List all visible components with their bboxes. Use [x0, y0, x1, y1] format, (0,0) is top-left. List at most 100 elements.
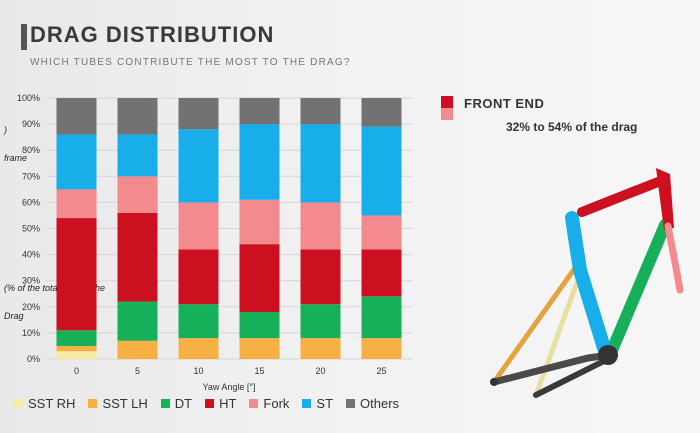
seat-stay-left — [491, 265, 578, 385]
legend-item-others: Others — [346, 396, 399, 411]
legend-label: ST — [316, 396, 334, 411]
legend-swatch — [205, 399, 215, 408]
x-axis-label: Yaw Angle [°] — [203, 382, 256, 392]
x-tick-label: 5 — [135, 366, 140, 376]
bar-segment-sst-lh — [56, 345, 97, 352]
y-tick-label: 80% — [22, 145, 40, 155]
chart-subtitle: WHICH TUBES CONTRIBUTE THE MOST TO THE D… — [30, 57, 351, 68]
front-end-drag-share: 32% to 54% of the drag — [506, 120, 638, 134]
y-tick-label: 30% — [22, 276, 40, 286]
legend-swatch — [249, 399, 259, 408]
x-tick-label: 15 — [254, 366, 264, 376]
legend-label: SST RH — [28, 396, 76, 411]
x-tick-label: 0 — [74, 366, 79, 376]
legend-label: HT — [219, 396, 237, 411]
y-axis-label-line-3: (% of the total drag of the — [4, 283, 106, 293]
legend-item-fork: Fork — [249, 396, 289, 411]
bar-segment-ht — [239, 244, 280, 313]
bar-segment-others — [239, 98, 280, 125]
bar-segment-others — [56, 98, 97, 135]
bar-segment-st — [178, 129, 219, 203]
front-end-swatch-fork — [441, 108, 453, 120]
bar-segment-sst-lh — [239, 338, 280, 359]
x-tick-label: 25 — [376, 366, 386, 376]
y-tick-label: 50% — [22, 224, 40, 234]
top-tube — [577, 177, 663, 217]
legend-item-st: ST — [302, 396, 333, 411]
bar-segment-sst-lh — [178, 338, 219, 359]
y-axis-label-line-2: frame — [4, 153, 28, 163]
bar-segment-dt — [178, 304, 219, 339]
legend-label: Fork — [263, 396, 290, 411]
legend-swatch — [160, 399, 170, 408]
bar-segment-ht — [300, 249, 341, 305]
stacked-bar-chart: 0% 10% 20% 30% 40% 50% 60% 70% 80% 90% 100% 0 5 10 15 2… — [17, 93, 412, 392]
y-tick-label: 70% — [22, 171, 40, 181]
rear-dropout — [490, 378, 498, 386]
x-tick-label: 20 — [315, 366, 325, 376]
bar-segment-fork — [117, 176, 158, 213]
y-axis-label-line-4: Drag — [4, 311, 24, 321]
bar-segment-others — [300, 98, 341, 125]
bar-segment-others — [117, 98, 158, 135]
bar-segment-ht — [178, 249, 219, 305]
bar-segment-others — [178, 98, 219, 130]
y-tick-label: 100% — [17, 93, 40, 103]
legend-swatch — [88, 399, 98, 408]
bar-segment-sst-rh — [56, 351, 97, 359]
legend-label: SST LH — [102, 396, 148, 411]
down-tube — [604, 219, 671, 361]
legend-item-sst-lh: SST LH — [88, 396, 148, 411]
title-accent-bar — [21, 24, 27, 50]
legend-swatch — [346, 399, 356, 408]
legend-label: Others — [360, 396, 400, 411]
bar-segment-st — [239, 124, 280, 200]
bar-segment-sst-lh — [117, 340, 158, 359]
head-tube — [656, 168, 674, 230]
y-axis-label-line-1: ) — [4, 125, 7, 135]
chain-stay-right — [533, 355, 613, 398]
bar-segment-dt — [239, 312, 280, 339]
bar-segment-ht — [56, 218, 97, 331]
fork — [664, 222, 684, 294]
legend-item-sst-rh: SST RH — [14, 396, 75, 411]
bike-frame-illustration — [490, 168, 684, 398]
chart-title: DRAG DISTRIBUTION — [30, 22, 275, 47]
front-end-swatch-ht — [441, 96, 453, 108]
x-tick-label: 10 — [193, 366, 203, 376]
bar-segment-sst-lh — [300, 338, 341, 359]
bar-segment-dt — [117, 301, 158, 341]
bar-segment-ht — [117, 212, 158, 302]
bar-segment-fork — [361, 215, 402, 250]
bottom-bracket — [598, 345, 618, 365]
chart-legend: SST RH SST LH DT HT Fork ST Others — [14, 396, 399, 411]
legend-swatch — [14, 399, 23, 408]
bar-segment-dt — [300, 304, 341, 339]
seat-tube — [565, 211, 611, 355]
bar-segment-others — [361, 98, 402, 127]
legend-swatch — [302, 399, 312, 408]
bar-segment-st — [361, 126, 402, 216]
bar-segment-fork — [239, 199, 280, 245]
bar-segment-fork — [300, 202, 341, 250]
legend-label: DT — [174, 396, 193, 411]
bar-segment-ht — [361, 249, 402, 297]
bar-segment-st — [117, 134, 158, 177]
bar-segment-sst-lh — [361, 338, 402, 359]
bar-segment-dt — [361, 296, 402, 339]
legend-item-dt: DT — [160, 396, 193, 411]
bar-segment-fork — [178, 202, 219, 250]
bar-segment-fork — [56, 189, 97, 219]
bar-segment-st — [300, 124, 341, 203]
seat-stay-right — [533, 271, 583, 398]
y-tick-label: 10% — [22, 328, 40, 338]
y-tick-label: 90% — [22, 119, 40, 129]
y-tick-label: 20% — [22, 302, 40, 312]
y-tick-label: 0% — [27, 354, 40, 364]
y-tick-label: 40% — [22, 250, 40, 260]
bar-segment-st — [56, 134, 97, 190]
legend-item-ht: HT — [205, 396, 236, 411]
bar-segment-dt — [56, 330, 97, 346]
front-end-label: FRONT END — [464, 96, 545, 111]
y-tick-label: 60% — [22, 197, 40, 207]
